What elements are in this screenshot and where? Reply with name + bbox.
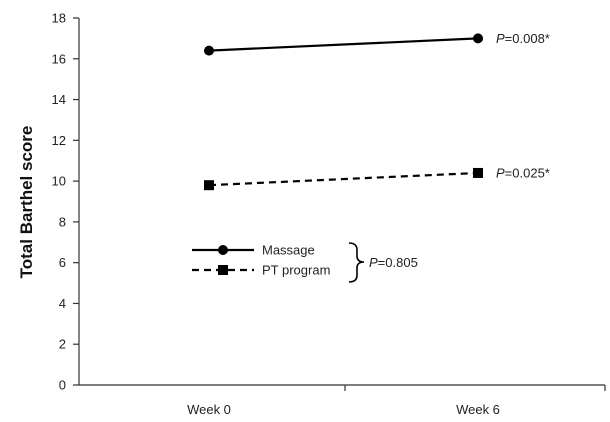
p-value-annotation: P=0.008*	[496, 31, 550, 46]
x-tick-label: Week 6	[456, 402, 500, 417]
group-p-value: P=0.805	[369, 255, 418, 270]
data-point	[204, 45, 214, 56]
p-value-annotation-value: =0.008*	[505, 31, 550, 46]
y-axis-label: Total Barthel score	[17, 126, 36, 279]
y-tick-label: 10	[52, 174, 66, 189]
y-axis: 0 2 4 6 8 10 12 14 16 18	[52, 11, 80, 393]
y-tick-label: 4	[59, 296, 66, 311]
brace	[348, 242, 365, 283]
series-massage: P=0.008*	[204, 31, 550, 56]
y-tick-label: 12	[52, 133, 66, 148]
x-axis: Week 0 Week 6	[79, 384, 606, 417]
legend-marker	[218, 265, 228, 275]
data-point	[204, 180, 214, 191]
y-ticks: 0 2 4 6 8 10 12 14 16 18	[52, 11, 79, 393]
legend-marker	[218, 245, 228, 255]
y-tick-label: 8	[59, 214, 66, 229]
y-tick-label: 6	[59, 255, 66, 270]
y-tick-label: 2	[59, 337, 66, 352]
series-layer: P=0.008*P=0.025*	[204, 31, 550, 191]
series-line	[208, 171, 479, 187]
p-value-annotation-value: =0.025*	[505, 165, 550, 180]
series-line	[208, 37, 479, 52]
data-point	[473, 167, 483, 178]
y-tick-label: 18	[52, 11, 66, 26]
group-p-value-value: =0.805	[378, 255, 418, 270]
y-tick-label: 16	[52, 51, 66, 66]
legend: Massage PT program P=0.805	[192, 242, 418, 283]
group-p-value-italic: P	[369, 255, 378, 270]
p-value-annotation-italic: P	[496, 31, 505, 46]
x-tick-label: Week 0	[187, 402, 231, 417]
p-value-annotation-italic: P	[496, 165, 505, 180]
legend-label: PT program	[262, 263, 330, 278]
p-value-annotation: P=0.025*	[496, 165, 550, 180]
y-tick-label: 0	[59, 378, 66, 393]
x-ticks: Week 0 Week 6	[187, 385, 606, 417]
y-tick-label: 14	[52, 92, 66, 107]
data-point	[473, 33, 483, 44]
legend-label: Massage	[262, 243, 315, 258]
series-pt-program: P=0.025*	[204, 165, 550, 191]
